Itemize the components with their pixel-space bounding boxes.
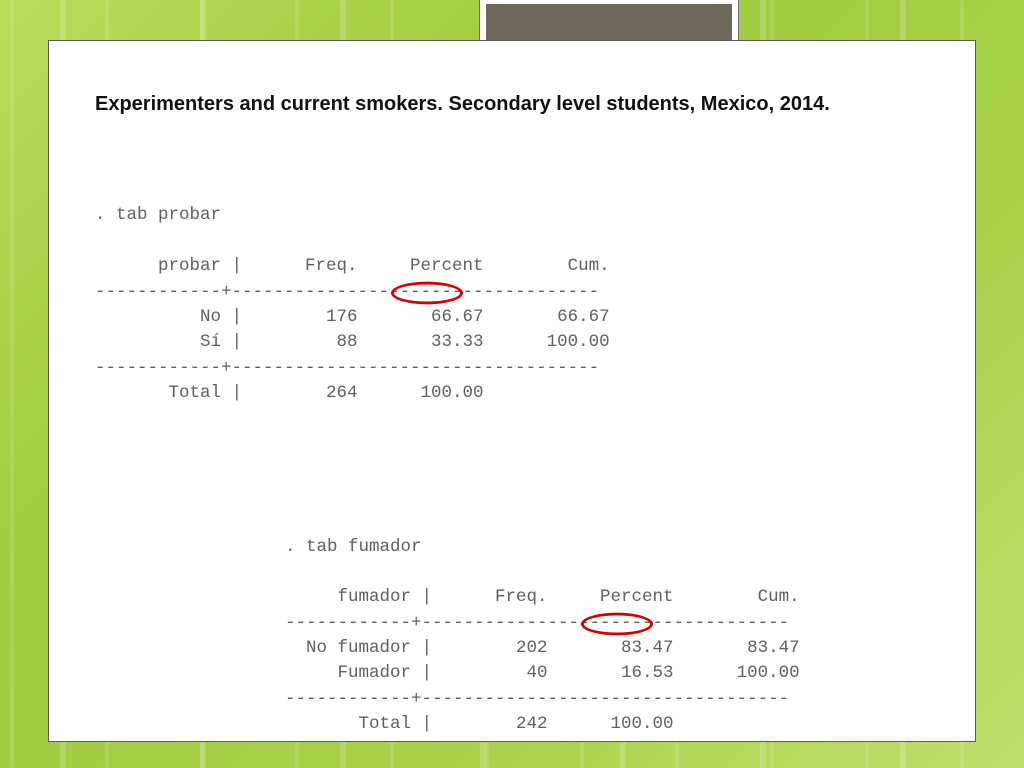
slide-card: Experimenters and current smokers. Secon… <box>48 40 976 742</box>
stata-row-no-2: No fumador | 202 83.47 83.47 <box>285 638 800 658</box>
stata-sep-1b: ------------+---------------------------… <box>95 358 599 378</box>
stata-row-si-1: Sí | 88 33.33 100.00 <box>95 332 610 352</box>
stata-command-2: . tab fumador <box>285 537 422 557</box>
stata-output-probar: . tab probar probar | Freq. Percent Cum.… <box>95 178 929 457</box>
stata-sep-2a: ------------+---------------------------… <box>285 613 789 633</box>
stata-sep-1a: ------------+---------------------------… <box>95 282 599 302</box>
stata-header-2: fumador | Freq. Percent Cum. <box>285 587 800 607</box>
stata-row-si-2: Fumador | 40 16.53 100.00 <box>285 663 800 683</box>
stata-total-1: Total | 264 100.00 <box>95 383 484 403</box>
stata-total-2: Total | 242 100.00 <box>285 714 674 734</box>
stata-sep-2b: ------------+---------------------------… <box>285 689 789 709</box>
stata-command-1: . tab probar <box>95 205 221 225</box>
slide-title: Experimenters and current smokers. Secon… <box>95 93 929 116</box>
stata-output-fumador: . tab fumador fumador | Freq. Percent Cu… <box>285 509 929 768</box>
stata-row-no-1: No | 176 66.67 66.67 <box>95 307 610 327</box>
stata-header-1: probar | Freq. Percent Cum. <box>95 256 610 276</box>
